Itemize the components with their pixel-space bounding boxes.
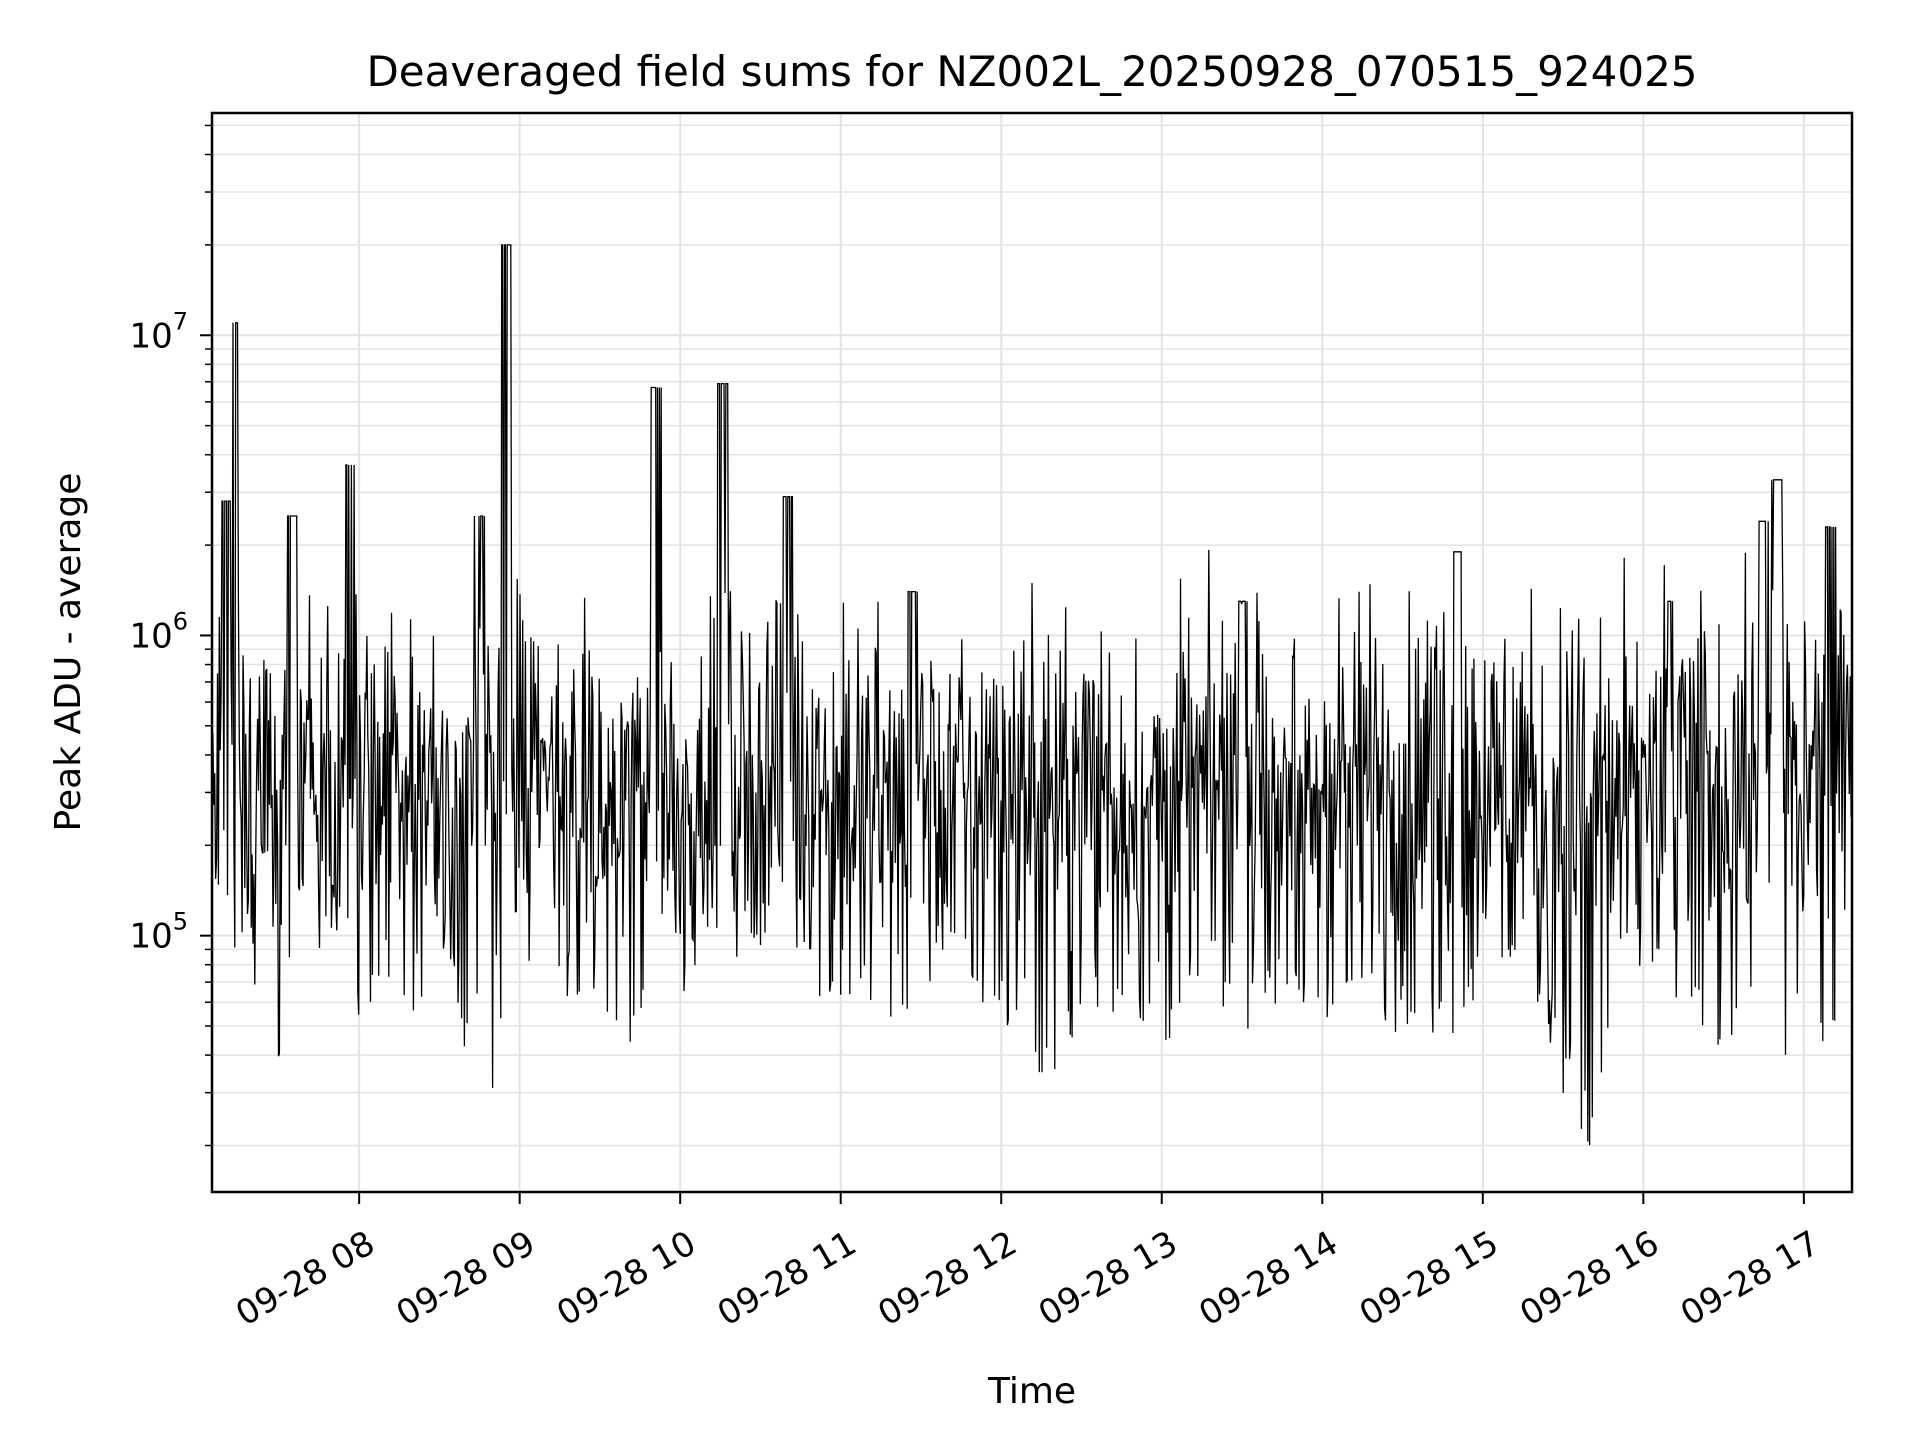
x-tick-label: 09-28 12 — [871, 1223, 1023, 1334]
x-tick-label: 09-28 08 — [229, 1223, 381, 1334]
y-tick-label: 106 — [129, 607, 188, 656]
plot-area — [212, 244, 1852, 1146]
x-tick-label: 09-28 10 — [550, 1223, 702, 1334]
x-tick-label: 09-28 13 — [1032, 1223, 1184, 1334]
y-tick-label: 107 — [129, 307, 188, 356]
x-tick-label: 09-28 11 — [711, 1223, 863, 1334]
x-axis: 09-28 08 09-28 09 09-28 10 09-28 11 09-28 12… — [229, 1192, 1826, 1334]
x-tick-label: 09-28 14 — [1192, 1223, 1344, 1334]
y-axis-label: Peak ADU - average — [48, 473, 89, 832]
x-tick-label: 09-28 15 — [1353, 1223, 1505, 1334]
x-tick-label: 09-28 17 — [1674, 1223, 1826, 1334]
x-tick-label: 09-28 09 — [390, 1223, 542, 1334]
plot-frame — [210, 111, 1854, 1194]
chart-title: Deaveraged field sums for NZ002L_2025092… — [366, 47, 1697, 96]
series-line — [212, 244, 1852, 1146]
y-axis: 105 106 107 — [129, 124, 212, 1147]
x-axis-label: Time — [987, 1371, 1076, 1412]
y-tick-label: 105 — [129, 908, 188, 957]
x-tick-label: 09-28 16 — [1513, 1223, 1665, 1334]
